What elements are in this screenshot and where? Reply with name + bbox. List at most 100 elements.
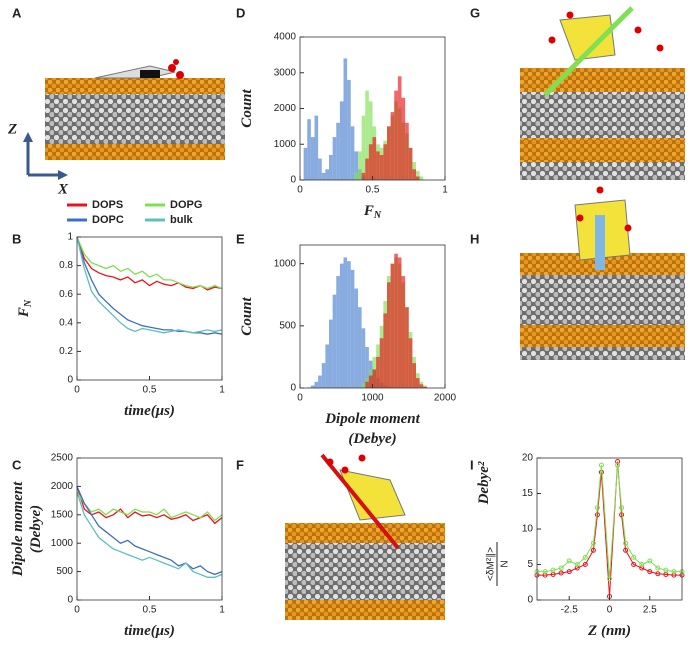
- axes-frame: [76, 457, 223, 601]
- series-line: [76, 491, 223, 522]
- marker: [631, 562, 637, 567]
- series-line: [76, 236, 223, 334]
- hist-bar: [321, 172, 326, 180]
- x-axis-label: Dipole moment: [324, 411, 420, 427]
- hist-bar: [343, 257, 348, 388]
- x-axis-label-text: Z (nm): [587, 623, 631, 639]
- hist-bar: [329, 319, 333, 388]
- hist-bar: [332, 137, 337, 180]
- hist-bar: [401, 97, 406, 180]
- y-tick-label: 2000: [274, 103, 297, 114]
- marker: [590, 547, 596, 553]
- marker: [582, 562, 588, 567]
- membrane-f: [285, 453, 445, 620]
- series-line: [76, 486, 223, 525]
- series-line: [76, 236, 223, 335]
- hist-bar: [390, 112, 395, 180]
- y-tick-label: 0.6: [59, 289, 73, 300]
- hist-bar: [408, 338, 413, 388]
- marker: [542, 569, 548, 575]
- hist-bar: [419, 384, 424, 388]
- marker: [594, 505, 600, 511]
- x-axis-label: (Debye): [348, 431, 396, 447]
- y-tick-label: 3000: [274, 67, 297, 78]
- legend-label: DOPS: [92, 199, 123, 211]
- x-tick-label: 0: [74, 385, 80, 396]
- x-axis-label-text: Dipole moment: [324, 411, 420, 427]
- hist-bar: [365, 158, 369, 180]
- hist-bar: [408, 147, 413, 180]
- marker: [590, 540, 596, 546]
- hist-bar: [354, 288, 358, 388]
- hist-bar: [416, 171, 420, 180]
- hist-bar: [336, 276, 340, 388]
- series-line: [537, 465, 682, 579]
- y-tick-label: 0.8: [59, 260, 73, 271]
- panel-label: G: [470, 5, 480, 20]
- hist-bar: [372, 137, 377, 180]
- marker: [663, 567, 669, 573]
- hist-bar: [347, 261, 351, 388]
- hist-bar: [314, 381, 319, 388]
- marker: [631, 554, 637, 560]
- hist-bar: [361, 115, 366, 180]
- marker: [671, 569, 677, 575]
- x-tick-label: 0: [297, 393, 303, 404]
- panel-label: A: [12, 5, 22, 20]
- marker: [619, 505, 625, 511]
- x-tick-label: -2.5: [561, 605, 579, 616]
- marker: [615, 462, 621, 468]
- x-axis-label-text: F: [363, 203, 374, 219]
- x-tick-label: 0.5: [143, 605, 157, 616]
- marker: [619, 512, 625, 518]
- y-tick-label: 1: [67, 232, 73, 243]
- hist-bar: [405, 307, 409, 388]
- marker: [582, 554, 588, 560]
- hist-bar: [347, 79, 351, 180]
- hist-bar: [350, 126, 355, 180]
- x-axis-label-text: time(μs): [124, 623, 175, 639]
- y-axis-label-text: Count: [239, 88, 255, 127]
- hist-bar: [376, 151, 380, 180]
- marker: [647, 558, 653, 564]
- marker: [550, 567, 556, 573]
- y-axis-label-text: Dipole moment: [10, 481, 26, 577]
- membrane-a: [23, 59, 225, 180]
- hist-bar: [354, 172, 358, 180]
- marker: [623, 540, 629, 546]
- chart: 0 5 10 15 20 -2.5 0 2.5 Z (nm) Debye² <δM²∥> N: [476, 453, 685, 639]
- marker: [558, 570, 564, 576]
- hist-bar: [368, 375, 373, 388]
- hist-bar: [361, 383, 366, 388]
- marker: [594, 512, 600, 518]
- hist-bar: [397, 76, 402, 180]
- y-tick-label: 2000: [51, 481, 74, 492]
- y-fraction-den: N: [500, 560, 511, 567]
- hist-bar: [368, 144, 373, 180]
- hist-bar: [368, 101, 373, 180]
- hist-bar: [394, 90, 398, 180]
- y-tick-label: 0: [290, 383, 296, 394]
- x-tick-label: 2000: [434, 393, 457, 404]
- y-tick-label: 1000: [51, 538, 74, 549]
- hist-bar: [332, 294, 337, 388]
- hist-bar: [397, 257, 402, 388]
- axis-glyph: X: [57, 181, 69, 197]
- hist-bar: [354, 151, 358, 180]
- x-tick-label: 1: [219, 385, 225, 396]
- hist-bar: [358, 307, 362, 388]
- series-line: [76, 491, 223, 578]
- y-tick-label: 1000: [274, 258, 297, 269]
- y-tick-label: 0: [290, 175, 296, 186]
- x-axis-label-text: time(μs): [124, 403, 175, 419]
- hist-bar: [361, 328, 366, 388]
- x-tick-label: 0: [607, 605, 613, 616]
- y-axis-label: (Debye): [28, 505, 44, 553]
- x-tick-label: 0: [74, 605, 80, 616]
- x-axis-label-sub: N: [373, 210, 382, 221]
- hist-bar: [365, 90, 369, 180]
- marker: [566, 558, 572, 564]
- y-tick-label: 0: [67, 595, 73, 606]
- hist-bar: [350, 269, 355, 388]
